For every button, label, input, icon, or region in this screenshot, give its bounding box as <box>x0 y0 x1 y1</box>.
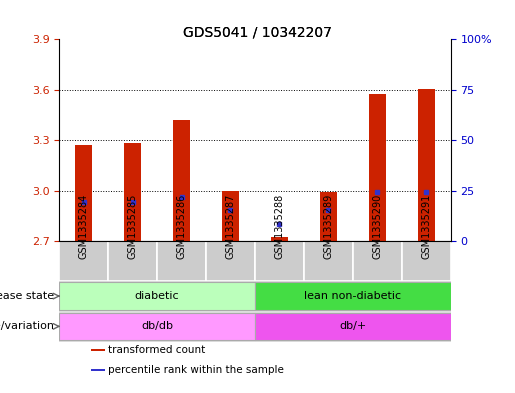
Bar <box>59 241 108 281</box>
Text: GSM1335285: GSM1335285 <box>128 194 138 259</box>
Text: GDS5041 / 10342207: GDS5041 / 10342207 <box>183 26 332 40</box>
Text: GSM1335290: GSM1335290 <box>372 194 382 259</box>
Text: GSM1335287: GSM1335287 <box>226 194 235 259</box>
Bar <box>173 120 190 241</box>
Bar <box>157 241 206 281</box>
Bar <box>255 313 451 340</box>
Bar <box>59 313 255 340</box>
Bar <box>91 349 105 351</box>
Text: transformed count: transformed count <box>108 345 205 355</box>
Text: GSM1335288: GSM1335288 <box>274 194 284 259</box>
Bar <box>206 241 255 281</box>
Bar <box>271 237 288 241</box>
Bar <box>108 241 157 281</box>
Bar <box>59 283 255 310</box>
Text: genotype/variation: genotype/variation <box>0 321 55 331</box>
Bar <box>304 241 353 281</box>
Bar <box>353 241 402 281</box>
Text: GSM1335291: GSM1335291 <box>421 194 431 259</box>
Bar <box>369 94 386 241</box>
Bar <box>91 369 105 371</box>
Bar <box>255 241 304 281</box>
Text: GSM1335286: GSM1335286 <box>177 194 186 259</box>
Text: lean non-diabetic: lean non-diabetic <box>304 291 401 301</box>
Text: disease state: disease state <box>0 291 55 301</box>
Text: percentile rank within the sample: percentile rank within the sample <box>108 365 284 375</box>
Text: db/+: db/+ <box>339 321 366 331</box>
Bar <box>418 89 435 241</box>
Bar <box>320 193 337 241</box>
Text: diabetic: diabetic <box>135 291 179 301</box>
Text: db/db: db/db <box>141 321 173 331</box>
Bar <box>124 143 141 241</box>
Text: GSM1335289: GSM1335289 <box>323 194 333 259</box>
Bar <box>75 145 92 241</box>
Text: GDS5041 / 10342207: GDS5041 / 10342207 <box>183 26 332 40</box>
Bar <box>402 241 451 281</box>
Text: GSM1335284: GSM1335284 <box>79 194 89 259</box>
Bar <box>222 191 239 241</box>
Bar <box>255 283 451 310</box>
